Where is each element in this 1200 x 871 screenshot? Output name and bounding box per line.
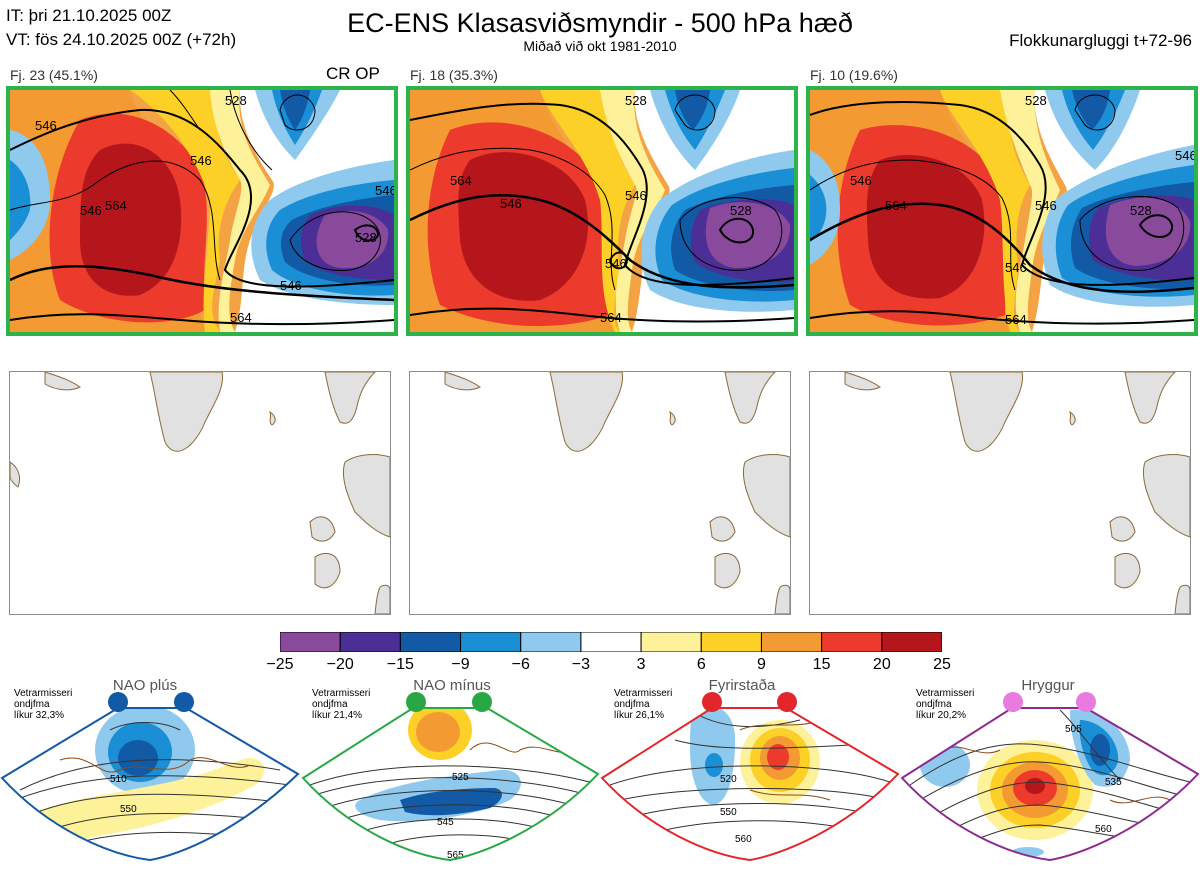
colorbar-tick-label: −6 bbox=[511, 656, 530, 673]
contour-label: 528 bbox=[355, 230, 377, 245]
contour-label: 546 bbox=[35, 118, 57, 133]
regime-note-line: líkur 21,4% bbox=[312, 710, 363, 721]
contour-label: 564 bbox=[1005, 312, 1027, 327]
contour-label: 546 bbox=[1005, 260, 1027, 275]
regime-contour-label: 565 bbox=[447, 850, 464, 861]
contour-label: 546 bbox=[80, 203, 102, 218]
contour-label: 546 bbox=[605, 256, 627, 271]
colorbar-swatch bbox=[881, 631, 943, 653]
contour-label: 528 bbox=[1130, 203, 1152, 218]
regime-contour-label: 520 bbox=[720, 774, 737, 785]
regime-3-note: Vetrarmisseri ondjfma líkur 26,1% bbox=[614, 688, 694, 721]
classification-window: Flokkunargluggi t+72-96 bbox=[1009, 31, 1192, 50]
contour-label: 546 bbox=[850, 173, 872, 188]
colorbar-tick-label: −25 bbox=[266, 656, 294, 673]
colorbar-tick-label: −3 bbox=[571, 656, 591, 673]
valid-time: VT: fös 24.10.2025 00Z (+72h) bbox=[6, 30, 237, 49]
cluster-3-map: 546 564 528 546 546 564 528 546 bbox=[806, 86, 1198, 336]
colorbar-tick-label: 3 bbox=[636, 656, 646, 673]
page-subtitle: Miðað við okt 1981-2010 bbox=[523, 38, 677, 54]
contour-label: 546 bbox=[190, 153, 212, 168]
colorbar-tick-label: −9 bbox=[451, 656, 470, 673]
colorbar-swatch bbox=[460, 631, 522, 653]
regime-note-line: Vetrarmisseri bbox=[312, 688, 371, 699]
regime-note-line: líkur 32,3% bbox=[14, 710, 65, 721]
regime-contour-label: 550 bbox=[120, 804, 137, 815]
contour-label: 564 bbox=[450, 173, 472, 188]
cluster-1-bottom-map bbox=[9, 371, 391, 615]
cluster-1-map: 546 564 546 546 528 546 546 564 528 bbox=[6, 86, 398, 336]
contour-label: 546 bbox=[375, 183, 394, 198]
colorbar bbox=[279, 631, 943, 653]
cluster-1-label: Fj. 23 (45.1%) bbox=[10, 67, 98, 83]
issue-time: IT: þri 21.10.2025 00Z bbox=[6, 6, 172, 25]
regime-contour-label: 535 bbox=[1105, 777, 1122, 788]
cluster-3-bottom-map bbox=[809, 371, 1191, 615]
page-title: EC-ENS Klasasviðsmyndir - 500 hPa hæð bbox=[347, 8, 853, 38]
contour-label: 564 bbox=[230, 310, 252, 325]
contour-label: 564 bbox=[600, 310, 622, 325]
cluster-2-map: 546 564 528 546 546 564 528 bbox=[406, 86, 798, 336]
regime-note-line: ondjfma bbox=[614, 699, 650, 710]
colorbar-swatch bbox=[339, 631, 401, 653]
colorbar-swatch bbox=[520, 631, 582, 653]
regime-note-line: líkur 20,2% bbox=[916, 710, 967, 721]
contour-label: 528 bbox=[730, 203, 752, 218]
regime-1-title: NAO plús bbox=[112, 677, 178, 694]
regime-contour-label: 550 bbox=[720, 807, 737, 818]
regime-2-title: NAO mínus bbox=[413, 677, 491, 694]
contour-label: 546 bbox=[1175, 148, 1194, 163]
colorbar-tick-label: 20 bbox=[872, 656, 891, 673]
colorbar-swatch bbox=[640, 631, 702, 653]
regime-contour-label: 510 bbox=[110, 774, 127, 785]
regime-note-line: ondjfma bbox=[14, 699, 50, 710]
colorbar-swatch bbox=[760, 631, 823, 653]
colorbar-swatch bbox=[580, 631, 642, 653]
contour-label: 564 bbox=[105, 198, 127, 213]
contour-label: 546 bbox=[280, 278, 302, 293]
header-times: IT: þri 21.10.2025 00Z VT: fös 24.10.202… bbox=[6, 4, 236, 52]
regime-contour-label: 505 bbox=[1065, 724, 1082, 735]
contour-label: 546 bbox=[1035, 198, 1057, 213]
regime-contour-label: 560 bbox=[1095, 824, 1112, 835]
regime-3-title: Fyrirstaða bbox=[708, 677, 776, 694]
cluster-3-label: Fj. 10 (19.6%) bbox=[810, 67, 898, 83]
regime-4-note: Vetrarmisseri ondjfma líkur 20,2% bbox=[916, 688, 996, 721]
colorbar-tick-label: −20 bbox=[326, 656, 354, 673]
regime-maps: 510 550 525 545 565 520 550 560 bbox=[0, 692, 1200, 862]
cluster-2-label: Fj. 18 (35.3%) bbox=[410, 67, 498, 83]
colorbar-swatch bbox=[700, 631, 762, 653]
colorbar-tick-label: 9 bbox=[757, 656, 766, 673]
regime-note-line: Vetrarmisseri bbox=[916, 688, 975, 699]
regime-contour-label: 545 bbox=[437, 817, 454, 828]
contour-label: 528 bbox=[225, 93, 247, 108]
regime-2-note: Vetrarmisseri ondjfma líkur 21,4% bbox=[312, 688, 392, 721]
colorbar-tick-label: 6 bbox=[696, 656, 706, 673]
regime-note-line: ondjfma bbox=[312, 699, 348, 710]
colorbar-swatches bbox=[279, 631, 943, 653]
colorbar-swatch bbox=[821, 631, 883, 653]
regime-contour-label: 525 bbox=[452, 772, 469, 783]
contour-label: 564 bbox=[885, 198, 907, 213]
colorbar-swatch bbox=[279, 631, 341, 653]
regime-4-title: Hryggur bbox=[1021, 677, 1075, 694]
colorbar-tick-label: 25 bbox=[933, 656, 951, 673]
contour-label: 546 bbox=[625, 188, 647, 203]
regime-note-line: ondjfma bbox=[916, 699, 952, 710]
regime-note-line: Vetrarmisseri bbox=[614, 688, 673, 699]
regime-1-note: Vetrarmisseri ondjfma líkur 32,3% bbox=[14, 688, 94, 721]
colorbar-swatch bbox=[399, 631, 462, 653]
contour-label: 528 bbox=[625, 93, 647, 108]
regime-note-line: Vetrarmisseri bbox=[14, 688, 73, 699]
regime-contour-label: 560 bbox=[735, 834, 752, 845]
contour-label: 528 bbox=[1025, 93, 1047, 108]
contour-label: 546 bbox=[500, 196, 522, 211]
regime-note-line: líkur 26,1% bbox=[614, 710, 665, 721]
cluster-2-bottom-map bbox=[409, 371, 791, 615]
colorbar-tick-label: −15 bbox=[386, 656, 414, 673]
colorbar-tick-label: 15 bbox=[812, 656, 831, 673]
cluster-1-extra: CR OP bbox=[326, 64, 380, 83]
